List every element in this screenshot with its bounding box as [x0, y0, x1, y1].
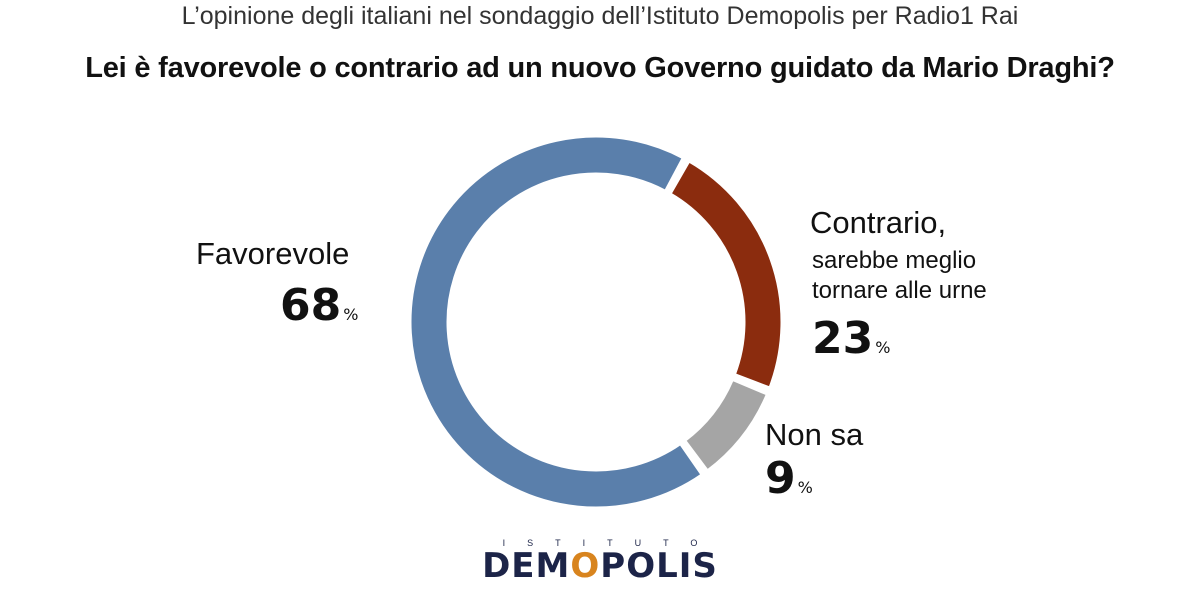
- demopolis-logo: ISTITUTO DEMOPOLIS: [0, 538, 1200, 584]
- chart-title: Lei è favorevole o contrario ad un nuovo…: [85, 52, 1115, 84]
- slice-sublabel-contrario-1: sarebbe meglio: [812, 247, 977, 274]
- slice-label-favorevole: Favorevole: [196, 236, 350, 271]
- slice-contrario: [667, 158, 784, 390]
- slice-value-favorevole: 68%: [280, 280, 359, 331]
- slice-value-contrario: 23%: [812, 313, 891, 364]
- slice-sublabel-contrario-2: tornare alle urne: [812, 277, 987, 304]
- slice-label-nonsa: Non sa: [765, 417, 864, 452]
- chart-subtitle: L’opinione degli italiani nel sondaggio …: [181, 2, 1019, 30]
- slice-nonsa: [682, 377, 770, 474]
- slice-value-nonsa: 9%: [765, 453, 813, 504]
- logo-demopolis-text: DEMOPOLIS: [482, 546, 718, 586]
- slice-favorevole: [408, 134, 705, 510]
- logo-istituto-text: ISTITUTO: [502, 538, 720, 548]
- slice-label-contrario: Contrario,: [810, 205, 947, 240]
